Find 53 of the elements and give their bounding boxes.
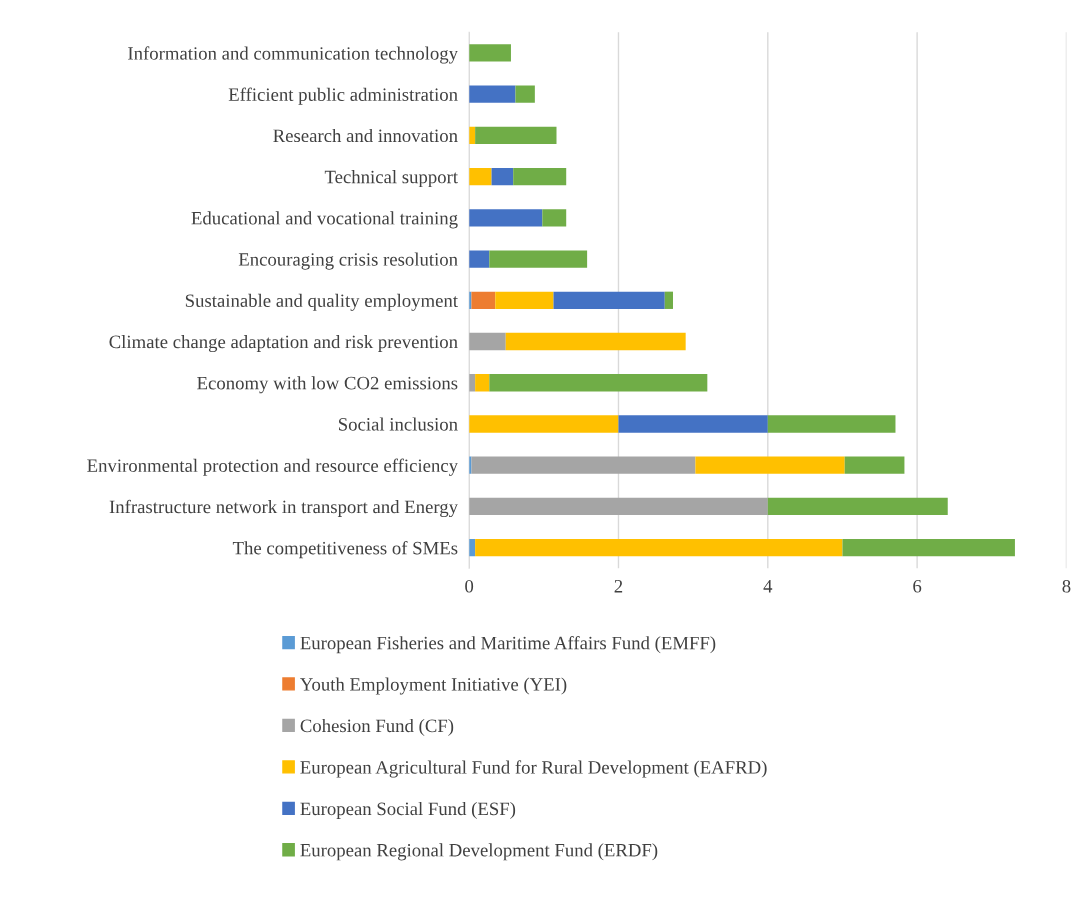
x-tick-label: 8 xyxy=(1062,579,1071,593)
y-tick-label: Infrastructure network in transport and Energy xyxy=(109,499,458,518)
x-tick-label: 6 xyxy=(913,579,922,593)
bar xyxy=(469,332,506,351)
y-tick-label: Educational and vocational training xyxy=(191,211,458,229)
bar xyxy=(513,167,567,186)
y-tick-label: Sustainable and quality employment xyxy=(185,293,458,311)
bar xyxy=(469,497,768,516)
bar xyxy=(842,538,1015,557)
bar xyxy=(664,291,673,309)
bar xyxy=(618,415,768,433)
y-tick-label: Environmental protection and resource efficiency xyxy=(87,458,458,476)
bar xyxy=(505,332,686,351)
y-tick-label: Efficient public administration xyxy=(228,87,458,105)
y-tick-label: Information and communication technology xyxy=(128,46,458,64)
bar xyxy=(469,415,619,433)
bar xyxy=(489,374,708,392)
bar xyxy=(475,374,490,392)
bar xyxy=(767,415,896,433)
bar xyxy=(515,85,535,103)
bar xyxy=(469,250,490,268)
bar xyxy=(491,167,514,186)
y-tick-label: Climate change adaptation and risk prevention xyxy=(109,335,458,353)
x-tick-label: 4 xyxy=(763,580,773,593)
legend-label: Youth Employment Initiative (YEI) xyxy=(300,677,567,695)
bar xyxy=(471,456,696,474)
x-tick-label: 0 xyxy=(465,579,474,593)
bar xyxy=(695,456,845,474)
x-tick-label: 2 xyxy=(614,579,623,593)
bar xyxy=(542,209,567,227)
legend-label: European Fisheries and Maritime Affairs Fund (EMFF) xyxy=(300,635,716,654)
bar xyxy=(469,209,543,227)
legend-label: European Social Fund (ESF) xyxy=(300,801,516,819)
legend-label: Cohesion Fund (CF) xyxy=(300,718,454,736)
bar xyxy=(767,497,948,516)
bar xyxy=(489,250,588,268)
bar xyxy=(475,126,557,145)
y-tick-label: Economy with low CO2 emissions xyxy=(197,376,458,394)
bar xyxy=(469,167,492,186)
y-tick-label: Research and innovation xyxy=(273,128,458,143)
y-tick-label: Technical support xyxy=(324,170,458,188)
legend-label: European Regional Development Fund (ERDF) xyxy=(300,843,658,861)
legend-label: European Agricultural Fund for Rural Development (EAFRD) xyxy=(300,760,767,778)
bar xyxy=(553,291,665,309)
y-tick-label: Encouraging crisis resolution xyxy=(238,252,458,270)
bar xyxy=(469,85,516,103)
y-tick-label: The competitiveness of SMEs xyxy=(232,541,458,559)
y-tick-label: Social inclusion xyxy=(338,417,458,431)
bar xyxy=(475,538,843,557)
bar xyxy=(844,456,905,474)
bar xyxy=(469,44,511,62)
bar xyxy=(495,291,554,309)
bar xyxy=(471,291,496,309)
